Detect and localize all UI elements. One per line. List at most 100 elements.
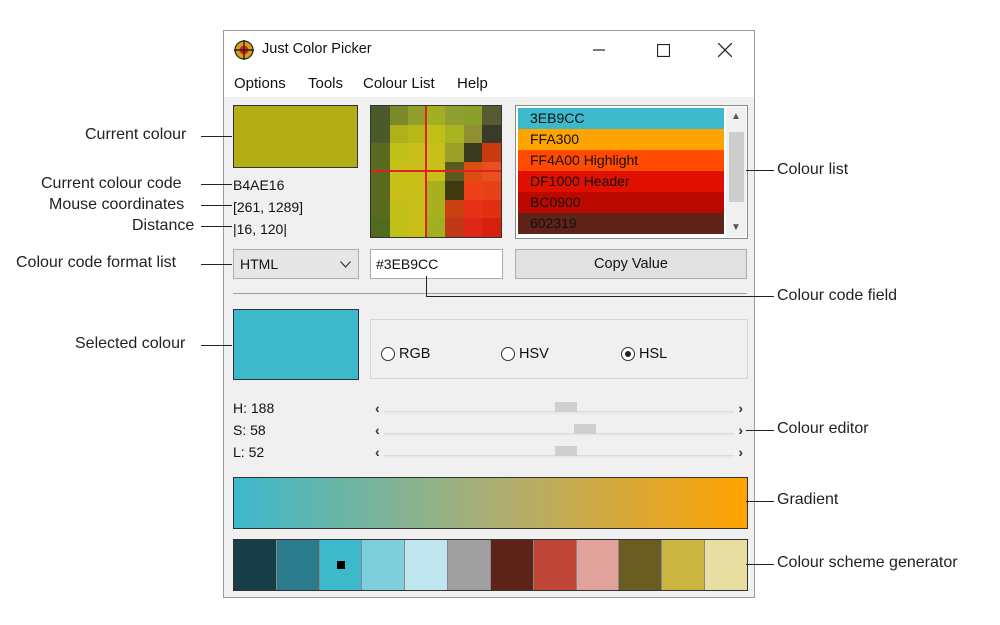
scheme-swatch[interactable] [448, 540, 491, 590]
magnifier-pixel [408, 218, 427, 237]
callout-colour-editor: Colour editor [777, 420, 869, 437]
slider-right-arrow-icon[interactable]: › [738, 400, 743, 416]
magnifier-pixel [463, 218, 483, 237]
colour-list-item[interactable]: FFA300 [518, 129, 724, 150]
format-select[interactable]: HTML [233, 249, 359, 279]
lightness-slider[interactable]: ‹ › [370, 444, 748, 462]
radio-hsl[interactable]: HSL [621, 346, 667, 362]
colour-code-field[interactable]: #3EB9CC [370, 249, 503, 279]
maximize-button[interactable] [640, 35, 686, 65]
magnifier-pixel [426, 180, 446, 200]
slider-thumb[interactable] [554, 446, 577, 456]
scheme-swatch[interactable] [705, 540, 747, 590]
magnifier-pixel [408, 199, 427, 219]
callout-line [746, 430, 774, 431]
scroll-up-icon[interactable]: ▲ [731, 111, 741, 122]
slider-right-arrow-icon[interactable]: › [738, 422, 743, 438]
callout-line [201, 184, 232, 185]
magnifier-pixel [371, 218, 390, 237]
magnifier-pixel [408, 124, 427, 144]
colour-list-item[interactable]: 602319 [518, 213, 724, 234]
radio-hsl-circle[interactable] [621, 347, 635, 361]
slider-left-arrow-icon[interactable]: ‹ [375, 400, 380, 416]
slider-thumb[interactable] [555, 402, 578, 412]
scheme-swatch[interactable] [405, 540, 449, 590]
radio-rgb[interactable]: RGB [381, 346, 430, 362]
hue-slider[interactable]: ‹ › [370, 400, 748, 418]
callout-line [426, 296, 774, 297]
magnifier-pixel [482, 199, 501, 219]
colour-list[interactable]: ▲ ▼ 3EB9CC FFA300 FF4A00 Highlight DF1000 H… [515, 105, 748, 239]
magnifier-pixel [463, 106, 483, 125]
scheme-swatch[interactable] [362, 540, 406, 590]
saturation-slider[interactable]: ‹ › [370, 422, 748, 440]
magnifier-pixel [445, 124, 464, 144]
slider-left-arrow-icon[interactable]: ‹ [375, 422, 380, 438]
colour-list-item[interactable]: BC0900 [518, 192, 724, 213]
colour-list-scrollbar[interactable]: ▲ ▼ [726, 107, 746, 237]
crosshair-app-icon [234, 40, 254, 60]
magnifier-pixel [445, 199, 464, 219]
callout-line [201, 264, 232, 265]
scheme-swatch[interactable] [319, 540, 363, 590]
scroll-down-icon[interactable]: ▼ [731, 222, 741, 233]
scheme-swatch[interactable] [576, 540, 620, 590]
slider-right-arrow-icon[interactable]: › [738, 444, 743, 460]
menu-help[interactable]: Help [457, 75, 488, 92]
callout-mouse-coordinates: Mouse coordinates [49, 196, 185, 213]
magnifier-pixel [426, 143, 446, 163]
magnifier-pixel [371, 180, 390, 200]
minimize-button[interactable] [576, 35, 622, 65]
magnifier-pixel [463, 124, 483, 144]
menu-tools[interactable]: Tools [308, 75, 344, 92]
callout-distance: Distance [132, 217, 195, 234]
hue-label: H: 188 [233, 400, 275, 416]
scheme-swatch[interactable] [276, 540, 320, 590]
colour-list-item[interactable]: FF4A00 Highlight [518, 150, 724, 171]
scheme-swatch[interactable] [234, 540, 277, 590]
scheme-swatch[interactable] [662, 540, 706, 590]
current-colour-code: B4AE16 [233, 177, 285, 193]
distance-readout: |16, 120| [233, 221, 287, 237]
menu-options[interactable]: Options [234, 75, 286, 92]
scheme-swatch[interactable] [490, 540, 534, 590]
colour-gradient[interactable] [233, 477, 748, 529]
colour-list-item[interactable]: DF1000 Header [518, 171, 724, 192]
radio-selected-dot [625, 351, 631, 357]
crosshair-horizontal [371, 170, 501, 172]
scheme-swatch[interactable] [619, 540, 663, 590]
magnifier-pixel [445, 106, 464, 125]
magnifier-pixel [463, 199, 483, 219]
magnifier-pixel [371, 106, 390, 125]
colour-list-item[interactable]: 3EB9CC [518, 108, 724, 129]
magnifier-pixel [482, 143, 501, 163]
slider-thumb[interactable] [574, 424, 597, 434]
scheme-swatch[interactable] [533, 540, 577, 590]
selected-colour-swatch [233, 309, 359, 380]
copy-value-button[interactable]: Copy Value [515, 249, 747, 279]
radio-rgb-circle[interactable] [381, 347, 395, 361]
magnifier-pixel [482, 124, 501, 144]
minimize-icon [593, 49, 605, 51]
radio-rgb-label: RGB [399, 346, 431, 362]
callout-line [746, 170, 774, 171]
callout-line [201, 226, 232, 227]
callout-line [201, 205, 232, 206]
divider [233, 293, 747, 294]
close-button[interactable] [702, 35, 748, 65]
menu-colour-list[interactable]: Colour List [363, 75, 435, 92]
current-colour-swatch [233, 105, 358, 168]
slider-left-arrow-icon[interactable]: ‹ [375, 444, 380, 460]
magnifier-pixel [389, 143, 409, 163]
callout-colour-list: Colour list [777, 161, 849, 178]
magnifier-pixel [389, 180, 409, 200]
callout-gradient: Gradient [777, 491, 839, 508]
slider-track[interactable] [384, 433, 734, 436]
magnifier-pixel [389, 106, 409, 125]
radio-hsv-circle[interactable] [501, 347, 515, 361]
scroll-thumb[interactable] [729, 132, 744, 202]
callout-code-field: Colour code field [777, 287, 898, 304]
radio-hsv[interactable]: HSV [501, 346, 549, 362]
app-window: Just Color Picker Options Tools Colour L… [223, 30, 755, 598]
saturation-label: S: 58 [233, 422, 266, 438]
